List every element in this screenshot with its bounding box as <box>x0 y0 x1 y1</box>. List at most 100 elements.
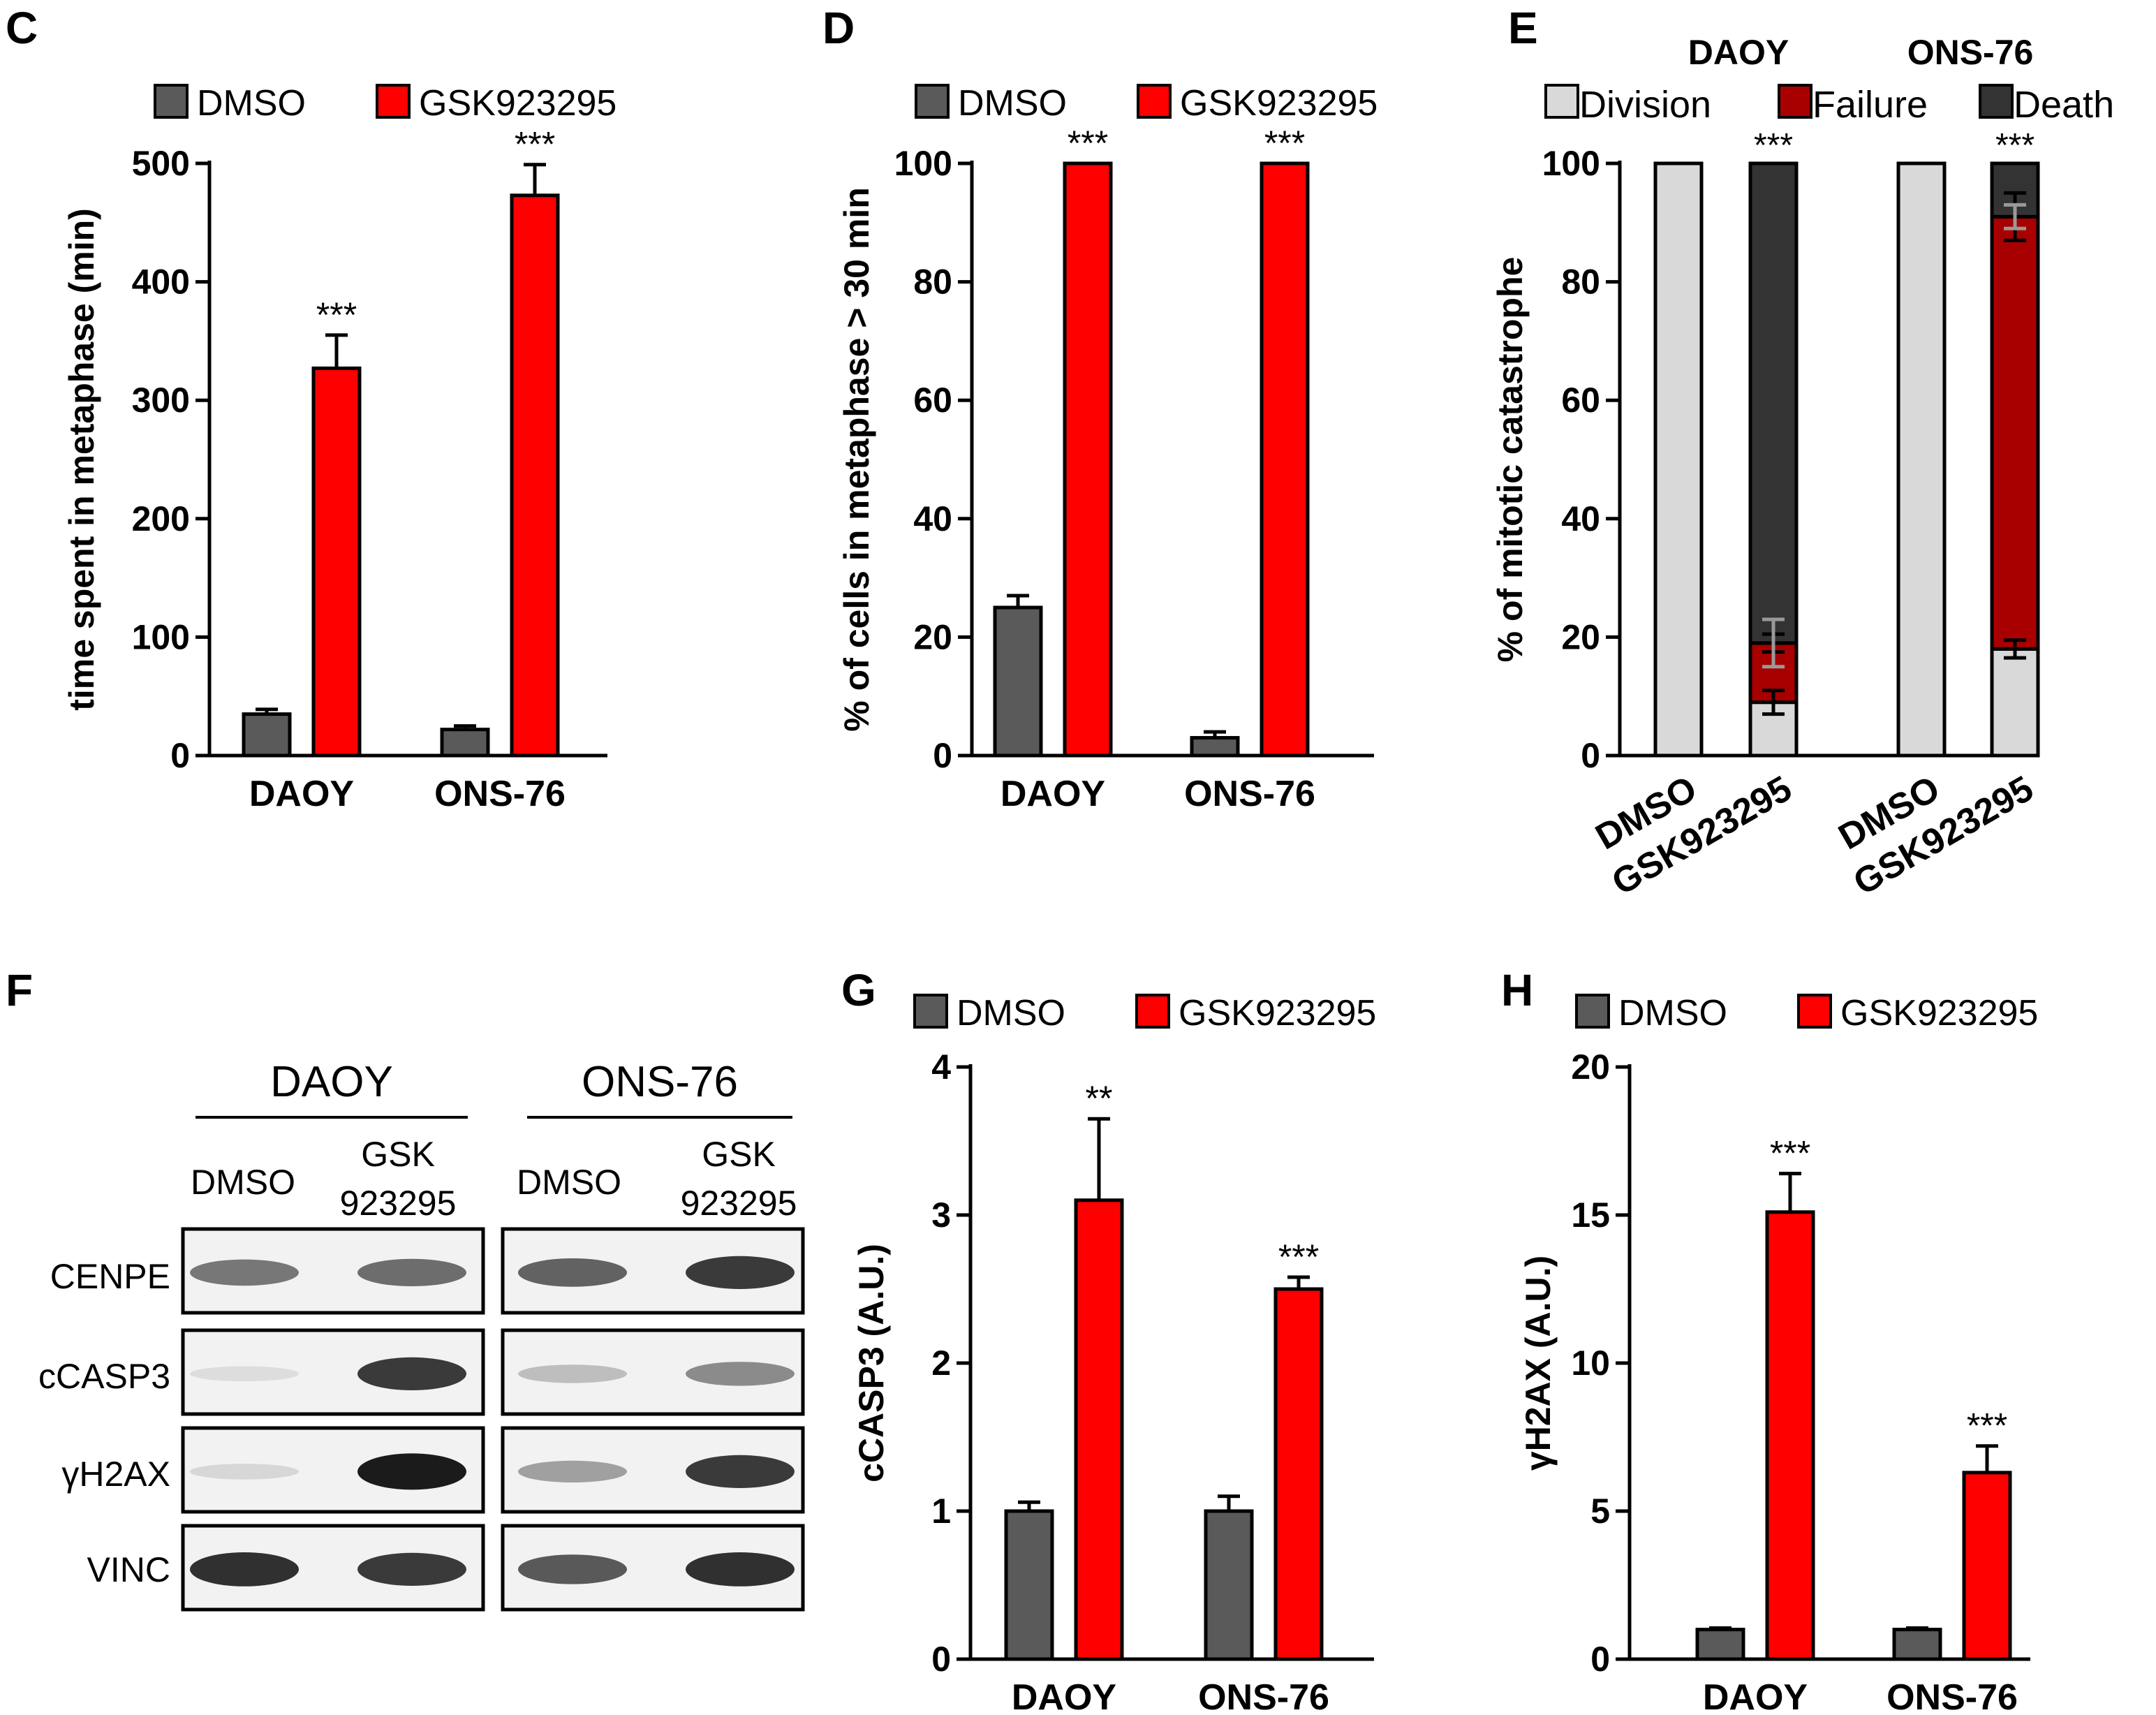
blot-lane-2-label-line1: GSK <box>361 1135 435 1174</box>
panel-h-y-axis-label: γH2AX (A.U.) <box>1519 1256 1558 1471</box>
panel-c-legend-label-gsk: GSK923295 <box>419 83 616 124</box>
blot-band <box>357 1453 466 1490</box>
western-blot: DAOY ONS-76 DMSO GSK 923295 DMSO GSK 923… <box>38 1058 805 1612</box>
panel-d-significance-label: *** <box>1264 124 1305 163</box>
panel-e-legend-swatch-death <box>1979 84 2014 119</box>
panel-g-legend-swatch-dmso <box>913 994 948 1029</box>
panel-g-legend-label-gsk: GSK923295 <box>1179 993 1376 1033</box>
panel-e-y-tick-label: 20 <box>1561 617 1600 656</box>
blot-band <box>518 1460 627 1482</box>
panel-g-y-tick-label: 2 <box>931 1344 951 1383</box>
panel-e-y-tick-label: 40 <box>1561 499 1600 538</box>
blot-band <box>686 1552 795 1587</box>
panel-h-y-tick-label: 10 <box>1571 1344 1610 1383</box>
panel-g-x-tick-label: DAOY <box>1012 1677 1116 1715</box>
panel-h-y-tick-label: 20 <box>1571 1047 1610 1087</box>
panel-e-bar-segment <box>1990 647 2040 758</box>
panel-c-y-tick-label: 100 <box>132 617 190 656</box>
panel-h-bar <box>1892 1628 1942 1661</box>
blot-band <box>518 1364 627 1383</box>
panel-d-legend-swatch-gsk <box>1137 84 1172 119</box>
blot-band <box>686 1455 795 1488</box>
blot-cell-line-ons76: ONS-76 <box>582 1058 738 1106</box>
panel-g-y-tick-label: 3 <box>931 1195 951 1235</box>
panel-h-legend-swatch-dmso <box>1575 994 1610 1029</box>
panel-h-legend-label-dmso: DMSO <box>1618 993 1727 1033</box>
blot-band <box>357 1552 466 1586</box>
panel-c-chart: 0 100 200 300 400 500 time spent in metaphase … <box>62 125 607 814</box>
panel-e-group-label-ons76: ONS-76 <box>1907 33 2034 72</box>
panel-g-significance-label: ** <box>1086 1079 1113 1118</box>
panel-d-bar <box>1190 736 1240 758</box>
panel-g-significance-label: *** <box>1278 1237 1319 1276</box>
panel-g-y-tick-label: 1 <box>931 1492 951 1531</box>
panel-c-significance-label: *** <box>316 295 357 334</box>
panel-c-legend-swatch-gsk <box>376 84 411 119</box>
blot-row-label-cenpe: CENPE <box>50 1257 170 1296</box>
panel-h-significance-label: *** <box>1770 1134 1810 1173</box>
blot-lane-2-label-line2: 923295 <box>340 1184 457 1223</box>
panel-c-legend-swatch-dmso <box>154 84 189 119</box>
panel-c-significance-label: *** <box>515 125 555 164</box>
panel-d-y-tick-label: 40 <box>913 499 952 538</box>
panel-e-significance-label: *** <box>1754 127 1793 164</box>
panel-d-bar <box>993 605 1043 758</box>
panel-letter-E: E <box>1508 3 1538 53</box>
panel-e-y-tick-label: 80 <box>1561 263 1600 302</box>
panel-c-bar <box>311 366 362 758</box>
panel-c-x-tick-label: DAOY <box>249 774 354 814</box>
panel-e-bar-segment <box>1990 214 2040 651</box>
panel-d-bar <box>1260 161 1310 758</box>
panel-e-bar-segment <box>1990 161 2040 219</box>
panel-d-legend: DMSO GSK923295 <box>915 83 1378 124</box>
blot-band <box>190 1259 299 1286</box>
blot-lane-1-label: DMSO <box>191 1163 295 1202</box>
panel-letter-H: H <box>1501 965 1533 1015</box>
blot-membranes <box>181 1227 805 1612</box>
blot-lane-4-label-line2: 923295 <box>681 1184 797 1223</box>
panel-c-legend: DMSO GSK923295 <box>154 83 616 124</box>
panel-e-group-label-daoy: DAOY <box>1688 33 1789 72</box>
panel-d-significance-label: *** <box>1068 124 1108 163</box>
panel-c-x-tick-label: ONS-76 <box>434 774 566 814</box>
panel-d-bar <box>1063 161 1113 758</box>
panel-h-y-tick-label: 5 <box>1590 1492 1610 1531</box>
panel-g-chart: 0 1 2 3 4 cCASP3 (A.U.) ** DAOY *** ONS-76 <box>852 1047 1374 1715</box>
panel-d-y-tick-label: 0 <box>933 736 952 775</box>
panel-g-legend-label-dmso: DMSO <box>957 993 1065 1033</box>
panel-c-y-tick-label: 500 <box>132 144 190 183</box>
panel-h-bar <box>1962 1471 2012 1661</box>
panel-e-legend: Division Failure Death <box>1544 84 2114 126</box>
panel-d-x-tick-label: ONS-76 <box>1184 774 1315 814</box>
panel-h-legend: DMSO GSK923295 <box>1575 993 2038 1033</box>
blot-lane-3-label: DMSO <box>517 1163 621 1202</box>
panel-d-y-axis-label: % of cells in metaphase > 30 min <box>837 187 876 731</box>
blot-lane-4-label-line1: GSK <box>702 1135 776 1174</box>
panel-h-y-tick-label: 15 <box>1571 1195 1610 1235</box>
panel-h-y-tick-label: 0 <box>1590 1640 1610 1679</box>
panel-d-y-tick-label: 80 <box>913 263 952 302</box>
panel-e-legend-swatch-division <box>1544 84 1579 119</box>
panel-c-y-tick-label: 300 <box>132 381 190 420</box>
blot-row-label-vinc: VINC <box>87 1550 170 1589</box>
panel-h-x-tick-label: ONS-76 <box>1886 1677 2018 1715</box>
panel-d-y-tick-label: 60 <box>913 381 952 420</box>
panel-d-chart: 0 20 40 60 80 100 % of cells in metaphase > 30… <box>837 124 1374 814</box>
panel-d-y-tick-label: 100 <box>894 144 952 183</box>
blot-band <box>686 1256 795 1289</box>
blot-band <box>190 1464 299 1480</box>
panel-e-y-tick-label: 0 <box>1581 736 1600 775</box>
panel-g-bar <box>1004 1509 1054 1661</box>
panel-d-x-tick-label: DAOY <box>1001 774 1105 814</box>
panel-e-significance-label: *** <box>1995 127 2035 164</box>
panel-d-legend-swatch-dmso <box>915 84 950 119</box>
panel-h-x-tick-label: DAOY <box>1703 1677 1808 1715</box>
panel-h-chart: 0 5 10 15 20 γH2AX (A.U.) *** DAOY *** ONS-76 <box>1519 1047 2030 1715</box>
panel-g-y-axis-label: cCASP3 (A.U.) <box>852 1244 891 1482</box>
panel-c-bar <box>510 193 560 758</box>
panel-c-legend-label-dmso: DMSO <box>197 83 306 124</box>
blot-band <box>518 1554 627 1584</box>
panel-d-legend-label-dmso: DMSO <box>958 83 1067 124</box>
panel-h-bar <box>1695 1628 1745 1661</box>
